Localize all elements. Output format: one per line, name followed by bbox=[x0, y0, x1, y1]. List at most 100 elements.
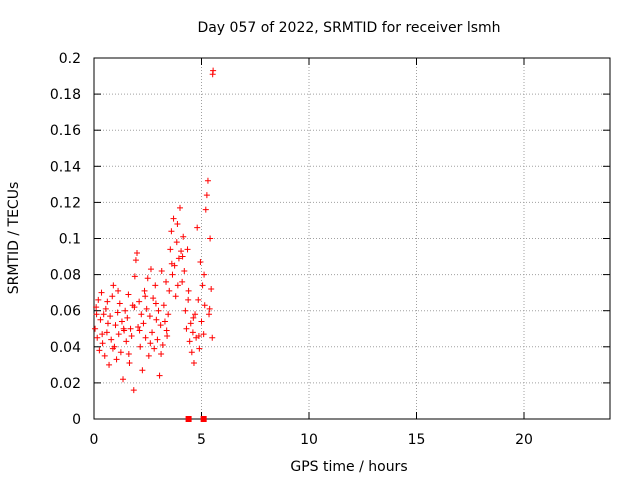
data-point bbox=[158, 267, 165, 274]
y-tick-label: 0.08 bbox=[50, 268, 81, 284]
data-point bbox=[116, 300, 123, 307]
data-point bbox=[131, 304, 138, 311]
y-tick-label: 0.06 bbox=[50, 304, 81, 320]
data-point bbox=[190, 314, 197, 321]
x-tick-label: 15 bbox=[408, 432, 426, 448]
data-point bbox=[168, 260, 175, 267]
data-point bbox=[102, 305, 109, 312]
data-point bbox=[158, 351, 165, 358]
data-point bbox=[136, 298, 143, 305]
y-tick-label: 0.2 bbox=[59, 51, 81, 67]
data-point bbox=[112, 322, 119, 329]
data-point bbox=[185, 296, 192, 303]
data-point bbox=[115, 287, 122, 294]
data-point bbox=[206, 311, 213, 318]
data-point bbox=[163, 327, 170, 334]
data-point bbox=[104, 320, 111, 327]
data-point bbox=[179, 278, 186, 285]
data-point bbox=[168, 228, 175, 235]
data-point bbox=[128, 332, 135, 339]
data-point bbox=[156, 372, 163, 379]
data-point bbox=[175, 255, 182, 262]
data-point bbox=[95, 296, 102, 303]
data-point bbox=[180, 233, 187, 240]
data-point bbox=[178, 248, 185, 255]
data-point bbox=[138, 311, 145, 318]
x-tick-label: 0 bbox=[90, 432, 99, 448]
data-point bbox=[201, 271, 208, 278]
data-point bbox=[187, 320, 194, 327]
data-point bbox=[109, 345, 116, 352]
data-point bbox=[131, 273, 138, 280]
data-point bbox=[114, 309, 121, 316]
data-point bbox=[99, 331, 106, 338]
x-tick-label: 10 bbox=[300, 432, 318, 448]
data-point bbox=[152, 300, 159, 307]
grid bbox=[94, 58, 610, 419]
data-point bbox=[142, 334, 149, 341]
data-point bbox=[141, 287, 148, 294]
data-point bbox=[166, 287, 173, 294]
data-point bbox=[163, 278, 170, 285]
data-point bbox=[198, 318, 205, 325]
data-point bbox=[179, 253, 186, 260]
data-point bbox=[192, 311, 199, 318]
data-point bbox=[207, 235, 214, 242]
data-point bbox=[145, 352, 152, 359]
data-point bbox=[110, 282, 117, 289]
zero-marker bbox=[185, 416, 192, 422]
data-point bbox=[132, 257, 139, 264]
data-point bbox=[153, 316, 160, 323]
data-point bbox=[196, 345, 203, 352]
data-point bbox=[150, 295, 157, 302]
data-point bbox=[96, 347, 103, 354]
data-point bbox=[126, 360, 133, 367]
data-point bbox=[107, 313, 114, 320]
data-point bbox=[93, 304, 100, 311]
data-point bbox=[152, 282, 159, 289]
data-point bbox=[209, 334, 216, 341]
data-point bbox=[92, 325, 99, 332]
data-point bbox=[120, 325, 127, 332]
data-point bbox=[147, 266, 154, 273]
data-point bbox=[195, 296, 202, 303]
data-point bbox=[169, 271, 176, 278]
data-point bbox=[190, 360, 197, 367]
data-point bbox=[164, 332, 171, 339]
data-point bbox=[208, 286, 215, 293]
data-point bbox=[123, 338, 130, 345]
data-point bbox=[201, 302, 208, 309]
data-point bbox=[104, 298, 111, 305]
data-point bbox=[97, 316, 104, 323]
data-point bbox=[98, 289, 105, 296]
data-point bbox=[189, 329, 196, 336]
data-point bbox=[202, 206, 209, 213]
data-point bbox=[194, 224, 201, 231]
data-point bbox=[181, 267, 188, 274]
data-point bbox=[157, 322, 164, 329]
axis-ticks: 0 0.02 0.04 0.06 0.08 0.1 0.12 0.14 0.16 0.18 0.2 0… bbox=[50, 51, 610, 448]
data-point bbox=[108, 336, 115, 343]
data-point bbox=[125, 291, 132, 298]
data-point bbox=[139, 367, 146, 374]
data-point bbox=[93, 311, 100, 318]
data-point bbox=[143, 305, 150, 312]
data-point bbox=[186, 338, 193, 345]
chart-title: Day 057 of 2022, SRMTID for receiver lsm… bbox=[197, 20, 500, 36]
data-point bbox=[177, 204, 183, 211]
data-point bbox=[120, 376, 127, 383]
data-point bbox=[127, 325, 134, 332]
y-tick-label: 0.02 bbox=[50, 376, 81, 392]
data-point bbox=[115, 331, 122, 338]
data-point bbox=[124, 314, 131, 321]
data-point bbox=[149, 329, 156, 336]
data-point bbox=[154, 336, 161, 343]
data-point bbox=[118, 318, 125, 325]
data-point bbox=[165, 311, 172, 318]
y-tick-label: 0.16 bbox=[50, 123, 81, 139]
data-point bbox=[210, 67, 217, 74]
data-point bbox=[197, 258, 204, 265]
data-point bbox=[136, 327, 143, 334]
data-point bbox=[174, 282, 181, 289]
